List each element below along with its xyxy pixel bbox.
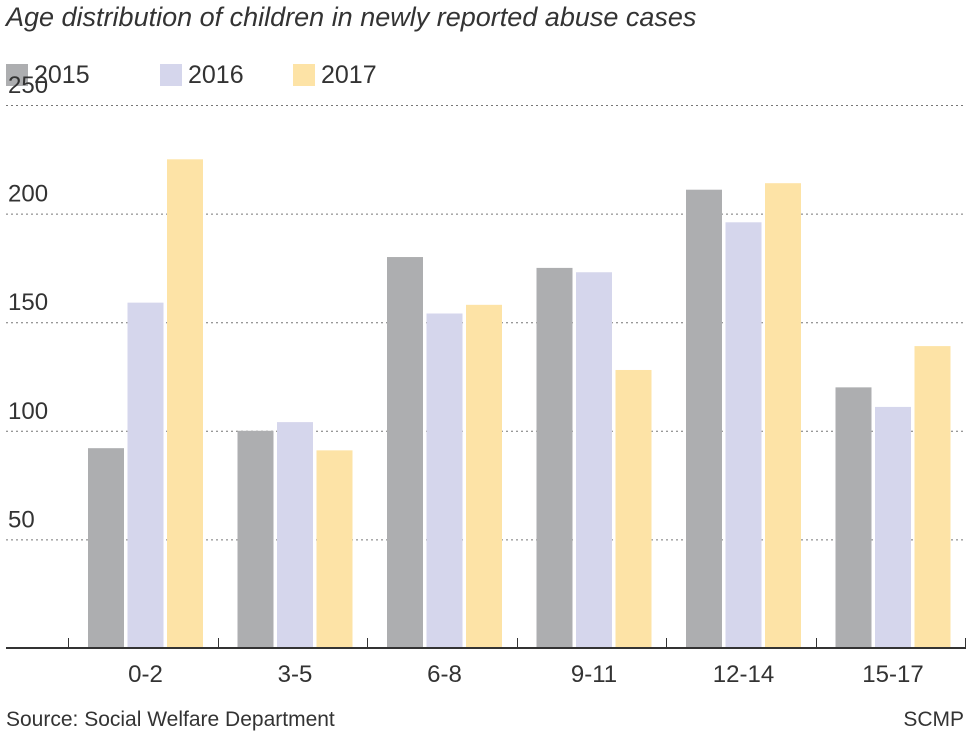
bar-2015-15-17: [835, 387, 872, 648]
x-tick-label-0-2: 0-2: [128, 661, 163, 688]
bar-2017-3-5: [316, 450, 353, 648]
x-tick-label-12-14: 12-14: [713, 661, 774, 688]
legend-swatch-2017: [293, 64, 315, 86]
bar-2016-3-5: [277, 422, 313, 648]
bar-2017-6-8: [466, 304, 502, 648]
bar-2015-12-14: [686, 189, 722, 648]
x-tick-label-15-17: 15-17: [862, 661, 923, 688]
bar-2016-9-11: [576, 272, 612, 648]
legend-label-2017: 2017: [321, 61, 377, 89]
bar-2017-15-17: [914, 346, 951, 648]
bar-2015-0-2: [88, 448, 124, 648]
bar-2016-15-17: [875, 406, 911, 648]
bar-2016-6-8: [426, 313, 463, 648]
bar-2017-0-2: [167, 159, 203, 649]
y-tick-label-100: 100: [8, 398, 48, 425]
x-tick-label-6-8: 6-8: [427, 661, 462, 688]
bar-2017-9-11: [615, 369, 652, 648]
x-tick-label-3-5: 3-5: [278, 661, 313, 688]
chart-title: Age distribution of children in newly re…: [6, 2, 697, 32]
credit-label: SCMP: [903, 708, 964, 731]
bar-2015-9-11: [536, 267, 573, 648]
y-tick-label-250: 250: [8, 72, 48, 99]
bar-2015-6-8: [387, 257, 423, 648]
y-tick-label-200: 200: [8, 181, 48, 208]
y-tick-label-150: 150: [8, 289, 48, 316]
bar-2015-3-5: [237, 430, 274, 648]
legend-swatch-2015: [6, 64, 28, 86]
bar-2016-0-2: [127, 302, 164, 648]
bar-2016-12-14: [725, 222, 762, 648]
y-tick-label-50: 50: [8, 506, 35, 533]
x-tick-label-9-11: 9-11: [571, 661, 617, 688]
bar-2017-12-14: [765, 183, 801, 648]
legend-label-2015: 2015: [34, 61, 90, 89]
legend-swatch-2016: [160, 64, 182, 86]
legend-label-2016: 2016: [188, 61, 244, 89]
source-note: Source: Social Welfare Department: [6, 708, 335, 731]
